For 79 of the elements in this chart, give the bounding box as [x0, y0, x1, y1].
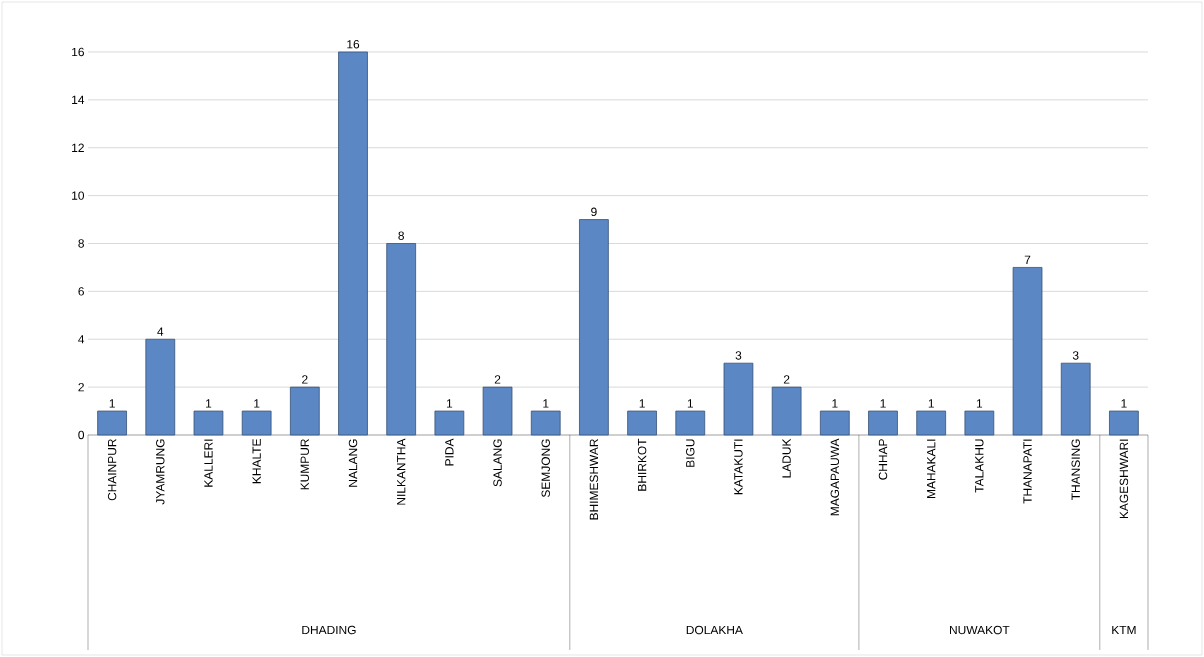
data-label: 2 [302, 375, 308, 384]
y-tick-label: 4 [78, 335, 85, 344]
y-tick-label: 16 [72, 47, 84, 57]
x-tick-label: BIGU [686, 439, 695, 467]
data-label: 9 [591, 207, 597, 217]
x-tick-label: NALANG [348, 439, 358, 487]
bar [241, 410, 272, 436]
bar [434, 410, 465, 436]
x-tick-label: LADUK [782, 438, 791, 478]
bar [819, 410, 850, 436]
data-label: 3 [735, 351, 742, 360]
y-tick-label: 14 [72, 95, 85, 104]
x-tick-label: CHAINPUR [107, 439, 117, 501]
y-tick-label: 12 [72, 143, 84, 152]
x-tick-label: KUMPUR [300, 439, 309, 490]
bar [289, 386, 320, 436]
x-tick-label: SEMJONG [541, 439, 550, 498]
data-label: 1 [880, 399, 886, 408]
bar [386, 243, 417, 436]
data-label: 3 [1072, 351, 1079, 360]
y-tick-label: 10 [72, 191, 85, 200]
bar [193, 410, 224, 436]
bar [1109, 410, 1139, 436]
data-label: 1 [543, 399, 549, 408]
text: DOLAKHA [686, 625, 743, 635]
y-tick-label: 2 [78, 382, 84, 392]
bar [338, 51, 368, 436]
x-tick-label: THANAPATI [1023, 439, 1032, 504]
data-label: 2 [494, 375, 501, 384]
x-tick-label: NILKANTHA [397, 438, 406, 505]
data-label: 1 [928, 399, 934, 408]
x-tick-label: MAHAKALI [927, 439, 936, 498]
text: KTM [1112, 625, 1136, 635]
bar [675, 410, 706, 436]
x-tick-label: SALANG [493, 439, 502, 487]
x-tick-label: BHIMESHWAR [589, 439, 599, 520]
x-tick-label: JYAMRUNG [156, 439, 165, 505]
bar [530, 410, 561, 436]
bar [723, 362, 754, 436]
data-label: 1 [446, 399, 453, 408]
text: NUWAKOT [950, 625, 1010, 635]
x-tick-label: KHALTE [252, 439, 261, 484]
bar [627, 410, 657, 436]
text: DHADING [302, 625, 356, 635]
data-label: 16 [347, 40, 360, 49]
y-tick-label: 8 [78, 239, 84, 248]
bar [1012, 267, 1043, 436]
data-label: 4 [157, 327, 164, 336]
data-label: 1 [832, 399, 838, 408]
bar [771, 386, 802, 436]
bar [868, 410, 898, 436]
x-tick-label: THANSING [1071, 439, 1080, 501]
data-label: 1 [639, 399, 645, 408]
data-label: 1 [1121, 399, 1127, 408]
bar [916, 410, 947, 436]
data-label: 2 [783, 375, 790, 384]
x-tick-label: TALAKHU [975, 439, 984, 493]
data-label: 1 [109, 399, 115, 408]
data-label: 1 [687, 399, 694, 408]
bar [482, 386, 513, 436]
data-label: 1 [206, 399, 212, 408]
bar [579, 219, 609, 436]
y-tick-label: 0 [78, 430, 85, 440]
x-tick-label: KATAKUTI [734, 439, 743, 495]
bar [97, 410, 127, 436]
bar [964, 410, 995, 436]
x-tick-label: CHHAP [878, 439, 888, 480]
y-tick-label: 6 [78, 287, 84, 296]
x-tick-label: MAGAPAUWA [830, 438, 840, 516]
data-label: 1 [976, 399, 983, 408]
data-label: 8 [398, 231, 404, 240]
data-label: 7 [1024, 255, 1031, 264]
x-tick-label: KALLERI [204, 439, 213, 487]
bar [145, 338, 176, 436]
data-label: 1 [254, 399, 260, 408]
x-tick-label: PIDA [445, 438, 454, 466]
x-tick-label: BHIRKOT [637, 438, 647, 491]
bar [1060, 362, 1091, 436]
x-tick-label: KAGESHWARI [1119, 439, 1129, 519]
